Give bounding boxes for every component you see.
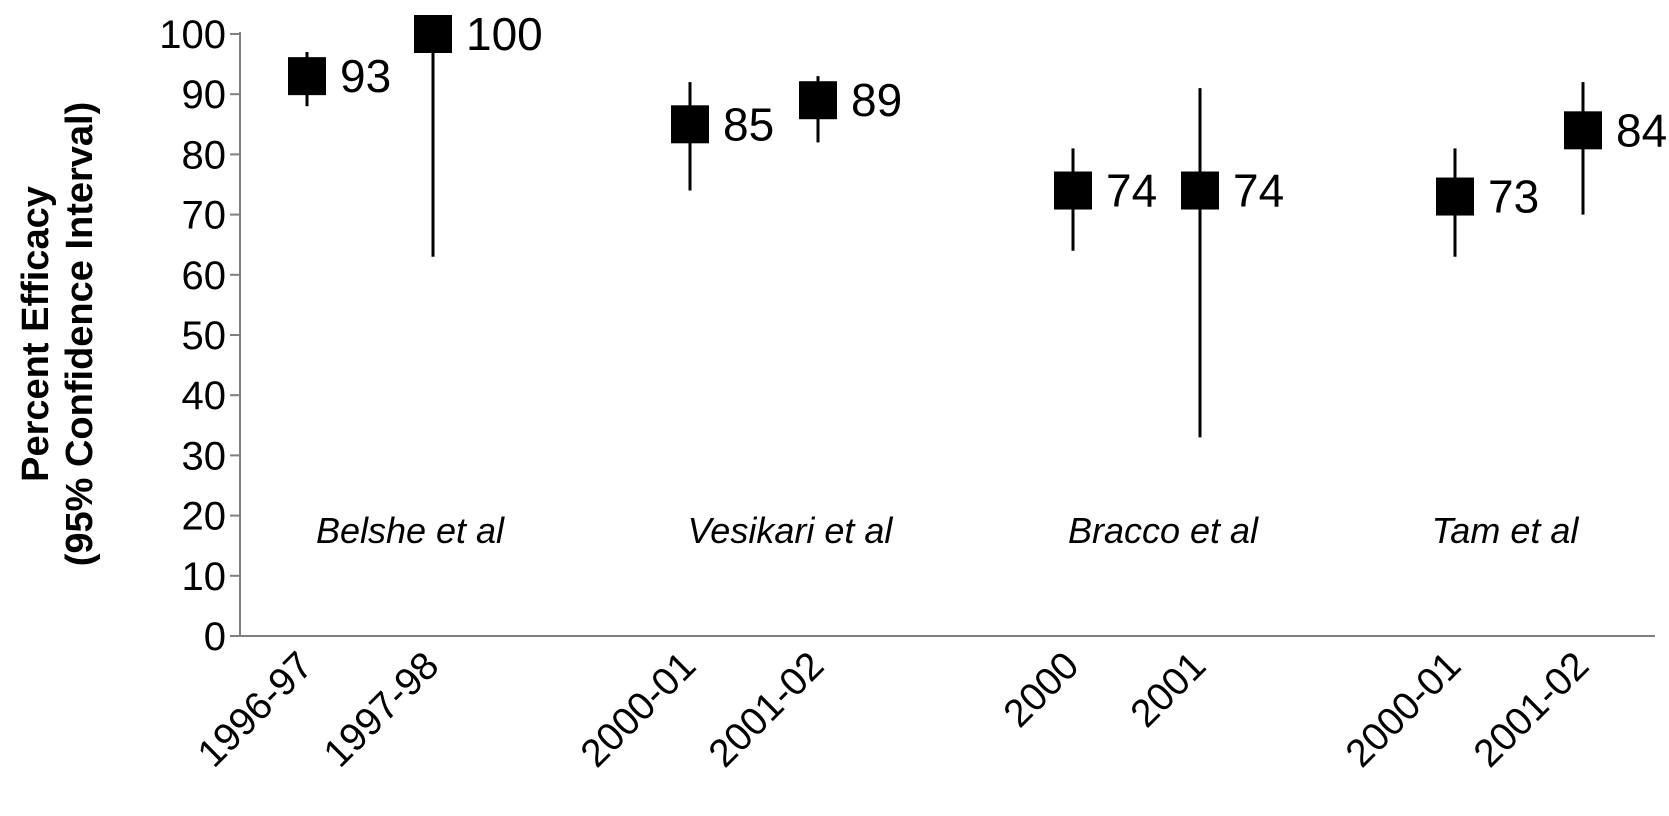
data-point — [1564, 111, 1602, 150]
y-tick-label: 90 — [182, 73, 227, 117]
data-label: 84 — [1616, 104, 1667, 156]
data-label: 74 — [1106, 165, 1157, 217]
x-tick-label: 2000-01 — [1338, 644, 1470, 776]
data-label: 85 — [723, 98, 774, 150]
group-label: Vesikari et al — [688, 510, 894, 551]
data-point — [799, 81, 837, 120]
x-tick-label: 2001-02 — [1466, 644, 1598, 776]
x-tick-label: 2001-02 — [701, 644, 833, 776]
y-tick-label: 10 — [182, 555, 227, 599]
data-point — [1181, 171, 1219, 210]
y-ticks: 0 10 20 30 40 50 60 70 80 90 100 — [159, 13, 240, 659]
x-tick-label: 2001 — [1123, 644, 1215, 736]
group-label: Tam et al — [1432, 510, 1580, 551]
y-axis-title-line-1: Percent Efficacy — [15, 186, 57, 482]
x-tick-label: 1996-97 — [190, 644, 322, 776]
data-point — [414, 15, 452, 53]
data-point — [1054, 171, 1092, 210]
y-tick-label: 50 — [182, 314, 227, 358]
data-label: 73 — [1488, 171, 1539, 223]
y-tick-label: 30 — [182, 434, 227, 478]
group-label: Belshe et al — [316, 510, 505, 551]
y-tick-label: 80 — [182, 133, 227, 177]
data-label: 89 — [851, 74, 902, 126]
x-tick-label: 2000 — [996, 644, 1088, 736]
x-tick-label: 2000-01 — [573, 644, 705, 776]
y-tick-label: 20 — [182, 495, 227, 539]
x-tick-label: 1997-98 — [316, 644, 448, 776]
data-point — [288, 57, 326, 96]
y-tick-label: 60 — [182, 254, 227, 298]
y-tick-label: 100 — [159, 13, 226, 57]
y-tick-label: 0 — [204, 615, 226, 659]
data-label: 100 — [466, 8, 543, 60]
data-label: 93 — [340, 50, 391, 102]
data-marks: 93 100 85 89 74 74 73 84 — [288, 8, 1667, 438]
data-point — [1436, 177, 1474, 216]
group-labels: Belshe et al Vesikari et al Bracco et al Ta… — [316, 510, 1579, 551]
y-axis-title: Percent Efficacy (95% Confidence Interva… — [15, 102, 101, 567]
y-tick-label: 40 — [182, 374, 227, 418]
data-label: 74 — [1233, 165, 1284, 217]
y-axis-title-line-2: (95% Confidence Interval) — [59, 102, 101, 567]
data-point — [671, 105, 709, 144]
y-tick-label: 70 — [182, 194, 227, 238]
group-label: Bracco et al — [1068, 510, 1259, 551]
